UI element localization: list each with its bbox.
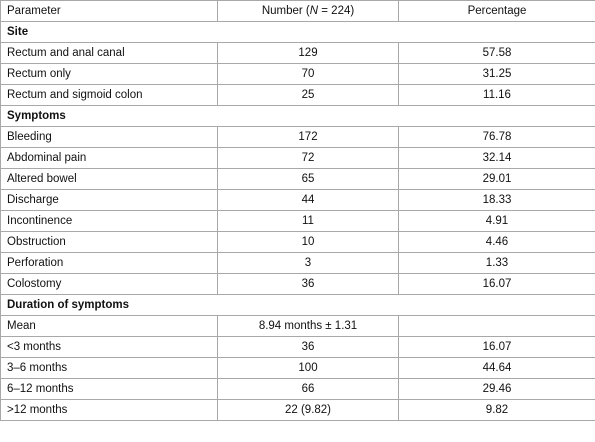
section-row: Symptoms <box>0 105 595 127</box>
cell: 25 <box>217 84 399 106</box>
header-row: Parameter Number (N = 224) Percentage <box>0 0 595 22</box>
cell: Mean <box>0 315 218 337</box>
data-row: Rectum and sigmoid colon 25 11.16 <box>0 84 595 106</box>
header-cell: Number (N = 224) <box>217 0 399 22</box>
data-table: Parameter Number (N = 224) Percentage Site… <box>0 0 595 421</box>
cell: 32.14 <box>398 147 595 169</box>
data-row: Mean 8.94 months ± 1.31 <box>0 315 595 337</box>
data-row: Obstruction 10 4.46 <box>0 231 595 253</box>
header-text: Number ( <box>261 5 310 17</box>
cell: Discharge <box>0 189 218 211</box>
cell: 16.07 <box>398 336 595 358</box>
data-row: Altered bowel 65 29.01 <box>0 168 595 190</box>
cell: Colostomy <box>0 273 218 295</box>
cell: >12 months <box>0 399 218 421</box>
data-row: Colostomy 36 16.07 <box>0 273 595 295</box>
cell: 10 <box>217 231 399 253</box>
data-row: Rectum only 70 31.25 <box>0 63 595 85</box>
header-cell: Percentage <box>398 0 595 22</box>
section-row: Site <box>0 21 595 43</box>
cell: 3–6 months <box>0 357 218 379</box>
section-title: Site <box>0 21 595 43</box>
data-row: Perforation 3 1.33 <box>0 252 595 274</box>
cell: 66 <box>217 378 399 400</box>
data-row: Incontinence 11 4.91 <box>0 210 595 232</box>
cell: 3 <box>217 252 399 274</box>
cell: Obstruction <box>0 231 218 253</box>
data-row: 6–12 months 66 29.46 <box>0 378 595 400</box>
cell: 11 <box>217 210 399 232</box>
cell: 22 (9.82) <box>217 399 399 421</box>
cell: 72 <box>217 147 399 169</box>
cell: Bleeding <box>0 126 218 148</box>
cell: 18.33 <box>398 189 595 211</box>
cell: Rectum and sigmoid colon <box>0 84 218 106</box>
table-body: Site Rectum and anal canal 129 57.58 Rectum … <box>0 21 595 421</box>
data-row: Discharge 44 18.33 <box>0 189 595 211</box>
cell: 57.58 <box>398 42 595 64</box>
cell: 172 <box>217 126 399 148</box>
section-title: Duration of symptoms <box>0 294 595 316</box>
cell: Incontinence <box>0 210 218 232</box>
cell: Altered bowel <box>0 168 218 190</box>
header-cell: Parameter <box>0 0 218 22</box>
cell: 1.33 <box>398 252 595 274</box>
cell: 9.82 <box>398 399 595 421</box>
cell: 31.25 <box>398 63 595 85</box>
cell: 100 <box>217 357 399 379</box>
cell: 70 <box>217 63 399 85</box>
cell: Abdominal pain <box>0 147 218 169</box>
cell: 16.07 <box>398 273 595 295</box>
cell: 129 <box>217 42 399 64</box>
cell: 29.01 <box>398 168 595 190</box>
cell: 65 <box>217 168 399 190</box>
empty-cell <box>398 315 595 337</box>
header-text: = 224) <box>318 5 355 17</box>
data-row: Abdominal pain 72 32.14 <box>0 147 595 169</box>
cell: 4.46 <box>398 231 595 253</box>
cell: 76.78 <box>398 126 595 148</box>
header-text: N <box>309 5 319 17</box>
cell: Rectum and anal canal <box>0 42 218 64</box>
cell: 6–12 months <box>0 378 218 400</box>
cell: <3 months <box>0 336 218 358</box>
section-title: Symptoms <box>0 105 595 127</box>
cell: 8.94 months ± 1.31 <box>217 315 399 337</box>
cell: Perforation <box>0 252 218 274</box>
cell: 4.91 <box>398 210 595 232</box>
cell: 29.46 <box>398 378 595 400</box>
cell: 44 <box>217 189 399 211</box>
cell: Rectum only <box>0 63 218 85</box>
data-row: Bleeding 172 76.78 <box>0 126 595 148</box>
data-row: >12 months 22 (9.82) 9.82 <box>0 399 595 421</box>
data-row: <3 months 36 16.07 <box>0 336 595 358</box>
section-row: Duration of symptoms <box>0 294 595 316</box>
cell: 36 <box>217 336 399 358</box>
cell: 11.16 <box>398 84 595 106</box>
cell: 44.64 <box>398 357 595 379</box>
cell: 36 <box>217 273 399 295</box>
data-row: 3–6 months 100 44.64 <box>0 357 595 379</box>
data-row: Rectum and anal canal 129 57.58 <box>0 42 595 64</box>
